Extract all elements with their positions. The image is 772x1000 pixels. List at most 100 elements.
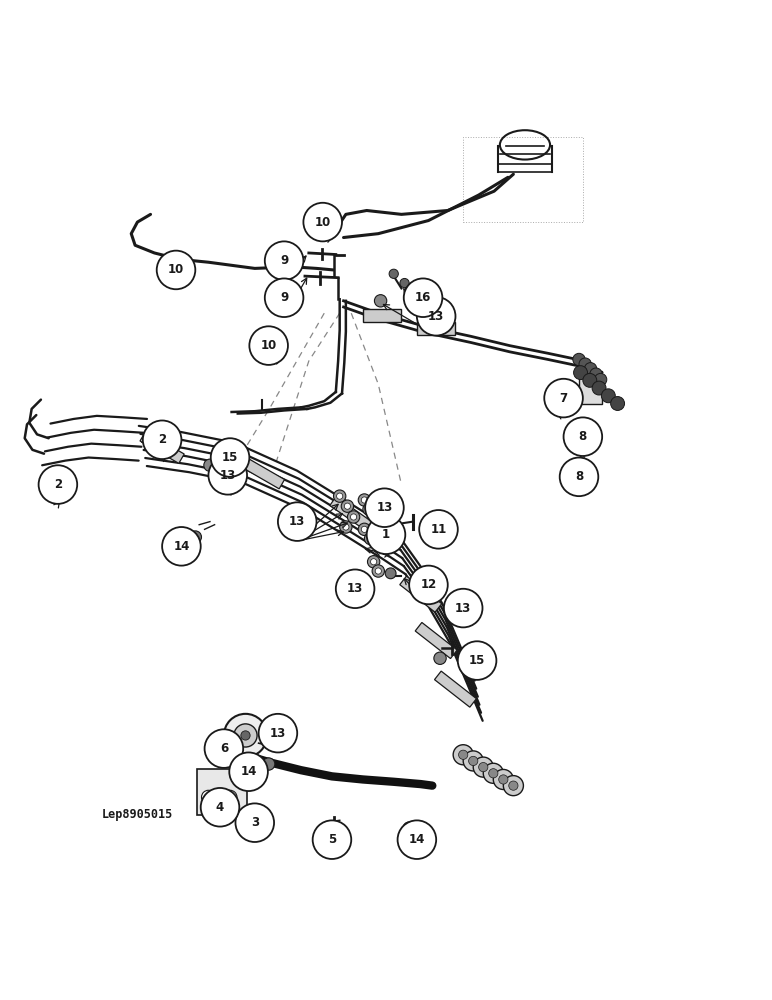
Circle shape	[162, 527, 201, 566]
Circle shape	[205, 729, 243, 768]
Circle shape	[458, 641, 496, 680]
Circle shape	[473, 757, 493, 777]
FancyBboxPatch shape	[579, 371, 602, 403]
Circle shape	[590, 368, 602, 380]
Circle shape	[400, 278, 409, 288]
Circle shape	[363, 503, 375, 515]
Circle shape	[579, 358, 591, 370]
Text: Lep8905015: Lep8905015	[102, 808, 173, 821]
Circle shape	[358, 523, 371, 536]
Circle shape	[375, 568, 381, 574]
Circle shape	[235, 803, 274, 842]
Circle shape	[367, 556, 380, 568]
Text: 7: 7	[560, 392, 567, 405]
Circle shape	[229, 752, 268, 791]
Text: 3: 3	[251, 816, 259, 829]
Circle shape	[463, 751, 483, 771]
Circle shape	[367, 515, 405, 554]
Circle shape	[313, 820, 351, 859]
Circle shape	[372, 565, 384, 577]
Circle shape	[398, 820, 436, 859]
Circle shape	[278, 502, 317, 541]
Circle shape	[249, 326, 288, 365]
Circle shape	[434, 652, 446, 664]
Text: 13: 13	[347, 582, 364, 595]
Circle shape	[601, 389, 615, 403]
Circle shape	[224, 714, 267, 757]
Circle shape	[560, 458, 598, 496]
Circle shape	[453, 745, 473, 765]
Text: 13: 13	[289, 515, 306, 528]
Circle shape	[337, 493, 343, 499]
Circle shape	[364, 532, 377, 545]
Circle shape	[366, 506, 372, 512]
Circle shape	[573, 353, 585, 366]
Polygon shape	[240, 457, 285, 489]
Polygon shape	[435, 671, 476, 707]
Circle shape	[201, 790, 215, 804]
Circle shape	[583, 373, 597, 387]
Text: 10: 10	[260, 339, 277, 352]
Text: 14: 14	[408, 833, 425, 846]
Circle shape	[259, 714, 297, 752]
Text: 9: 9	[280, 254, 288, 267]
Circle shape	[361, 526, 367, 532]
Text: 13: 13	[219, 469, 236, 482]
Polygon shape	[400, 576, 442, 612]
Circle shape	[574, 366, 587, 380]
Text: 14: 14	[240, 765, 257, 778]
Circle shape	[336, 569, 374, 608]
Text: 1: 1	[382, 528, 390, 541]
Text: 13: 13	[269, 727, 286, 740]
Circle shape	[265, 278, 303, 317]
Circle shape	[201, 788, 239, 827]
Text: 10: 10	[314, 216, 331, 229]
Circle shape	[489, 769, 498, 778]
Circle shape	[444, 589, 482, 627]
Text: 13: 13	[428, 310, 445, 323]
Text: 2: 2	[54, 478, 62, 491]
Text: 15: 15	[469, 654, 486, 667]
Circle shape	[234, 724, 257, 747]
Circle shape	[611, 397, 625, 410]
Text: 16: 16	[415, 291, 432, 304]
FancyBboxPatch shape	[363, 309, 401, 322]
Text: 9: 9	[280, 291, 288, 304]
Circle shape	[371, 559, 377, 565]
Circle shape	[459, 750, 468, 759]
Circle shape	[344, 503, 350, 509]
Polygon shape	[415, 622, 457, 659]
Circle shape	[404, 278, 442, 317]
Polygon shape	[330, 497, 373, 531]
Circle shape	[211, 438, 249, 477]
Text: 4: 4	[216, 801, 224, 814]
Circle shape	[564, 417, 602, 456]
Circle shape	[262, 758, 275, 770]
Circle shape	[271, 719, 277, 725]
Circle shape	[241, 731, 250, 740]
Circle shape	[483, 763, 503, 783]
FancyBboxPatch shape	[417, 322, 455, 335]
Circle shape	[157, 251, 195, 289]
Circle shape	[204, 459, 216, 471]
Circle shape	[594, 373, 607, 386]
Circle shape	[334, 490, 346, 502]
Circle shape	[409, 566, 448, 604]
Circle shape	[408, 288, 418, 298]
Circle shape	[143, 420, 181, 459]
Circle shape	[417, 297, 455, 336]
Circle shape	[503, 776, 523, 796]
Circle shape	[361, 497, 367, 503]
Text: 12: 12	[420, 578, 437, 591]
Circle shape	[385, 568, 396, 579]
Polygon shape	[140, 432, 185, 463]
Circle shape	[341, 500, 354, 512]
Text: 8: 8	[575, 470, 583, 483]
Circle shape	[350, 514, 357, 520]
Text: 10: 10	[168, 263, 185, 276]
Text: 15: 15	[222, 451, 239, 464]
Circle shape	[509, 781, 518, 790]
Circle shape	[469, 756, 478, 766]
Circle shape	[479, 762, 488, 772]
Circle shape	[592, 381, 606, 395]
